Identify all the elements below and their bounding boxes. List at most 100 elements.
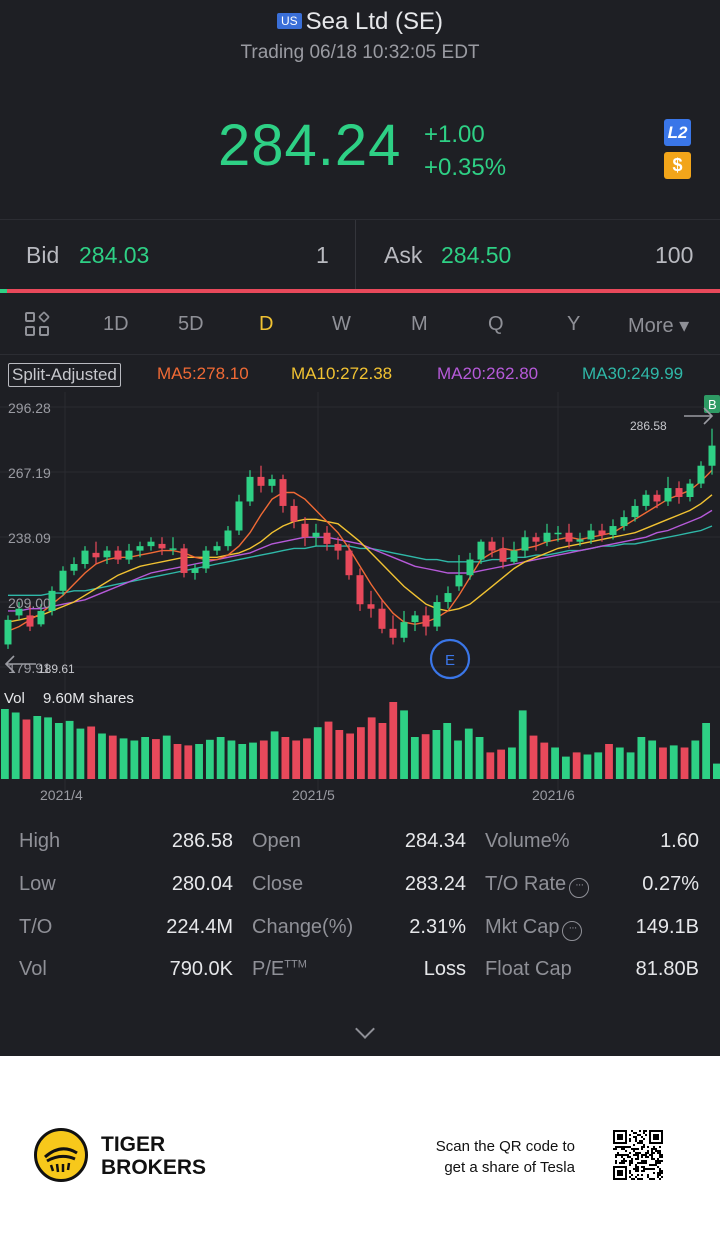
bid-ratio-fill [0, 289, 8, 293]
volume-bar [680, 747, 689, 779]
ma10-value: MA10:272.38 [291, 364, 393, 383]
volume-bar [22, 719, 31, 779]
volume-bar [475, 737, 484, 779]
bid-price: 284.03 [79, 242, 150, 268]
candle-up [213, 546, 221, 551]
volume-bar [249, 742, 257, 779]
volume-bar [572, 752, 581, 779]
volume-bar [421, 734, 430, 779]
quote-header: US Sea Ltd (SE) Trading 06/18 10:32:05 ED… [0, 0, 720, 220]
volume-bar [173, 744, 182, 779]
stat-label: Low [19, 873, 56, 895]
bid-ask-panel[interactable]: Bid 284.03 1 Ask 284.50 100 [0, 219, 720, 290]
stat-value: 280.04 [171, 873, 233, 895]
layout-grid-icon[interactable] [25, 310, 51, 337]
last-price: 284.24 [218, 113, 402, 178]
candle-up [708, 445, 716, 466]
volume-bar [357, 727, 365, 779]
candle-up [686, 483, 694, 497]
candle-up [125, 550, 133, 560]
candle-up [697, 465, 705, 484]
level2-icon[interactable]: L2 [664, 119, 691, 146]
stat-label: Open [252, 830, 301, 852]
volume-bar [464, 728, 473, 779]
stat-value: 2.31% [409, 916, 466, 938]
candle-down [367, 604, 375, 609]
y-tick-label: 296.28 [8, 400, 51, 416]
volume-bar [367, 717, 376, 779]
volume-bar [33, 716, 42, 779]
info-icon[interactable]: ··· [562, 921, 583, 941]
candle-up [4, 619, 12, 645]
scan-text: Scan the QR code to get a share of Tesla [400, 1136, 575, 1178]
candle-up [455, 575, 463, 587]
candle-down [488, 541, 496, 551]
volume-bar [443, 723, 452, 779]
candle-down [653, 494, 661, 502]
stat-value: 224.4M [166, 916, 233, 938]
volume-bar [195, 744, 203, 779]
tab-w[interactable]: W [332, 313, 351, 335]
volume-bar [346, 733, 354, 779]
ma-lines [7, 469, 713, 632]
volume-bar [583, 754, 592, 779]
candle-up [400, 622, 408, 638]
volume-bar [432, 730, 441, 779]
candle-up [59, 570, 67, 591]
stat-label: Close [252, 873, 304, 895]
candle-up [81, 550, 89, 565]
candle-down [158, 543, 166, 549]
candlestick-chart[interactable]: 296.28267.19238.09209.00179.91286.58189.… [0, 392, 720, 812]
candle-down [565, 532, 573, 542]
candle-up [147, 541, 155, 547]
stat-value: 149.1B [635, 916, 699, 938]
tab-y[interactable]: Y [567, 313, 581, 335]
volume-bar [594, 752, 603, 779]
info-icon[interactable]: ··· [569, 878, 590, 898]
period-tabs: 1D 5D D W M Q Y More ▾ [0, 293, 720, 355]
stat-label: Volume% [485, 830, 570, 852]
volume-bar [691, 740, 700, 779]
trading-status: Trading 06/18 10:32:05 EDT [240, 42, 480, 63]
stat-label: P/ETTM [252, 958, 307, 980]
volume-bar [529, 735, 538, 779]
volume-bar [561, 756, 570, 779]
candle-up [587, 530, 595, 540]
volume-bar [227, 740, 236, 779]
stat-label: Float Cap [485, 958, 572, 980]
split-adjusted-toggle[interactable]: Split-Adjusted [8, 363, 121, 387]
volume-bar [713, 763, 720, 779]
candle-up [664, 488, 672, 502]
candle-down [114, 550, 122, 560]
candle-up [235, 501, 243, 531]
bid-box[interactable]: Bid 284.03 1 [0, 220, 356, 290]
volume-bar [130, 740, 139, 779]
ma30-value: MA30:249.99 [582, 364, 684, 383]
tab-1d[interactable]: 1D [103, 313, 129, 335]
volume-bar [216, 737, 225, 779]
volume-bar [141, 737, 150, 779]
candle-up [268, 479, 276, 486]
candle-up [576, 539, 584, 542]
more-dropdown[interactable]: More ▾ [628, 315, 690, 337]
qr-code-icon[interactable] [613, 1130, 663, 1180]
stat-value: 81.80B [635, 958, 699, 980]
brand-name: TIGER BROKERS [101, 1133, 206, 1179]
candle-down [323, 532, 331, 544]
ask-box[interactable]: Ask 284.50 100 [357, 220, 720, 290]
tab-m[interactable]: M [411, 313, 428, 335]
candle-up [15, 608, 23, 616]
volume-bar [605, 744, 613, 779]
candle-up [202, 550, 210, 569]
stat-label: Mkt Cap ··· [485, 916, 583, 941]
ask-price: 284.50 [441, 242, 512, 268]
stat-label: T/O Rate ··· [485, 873, 590, 898]
tab-q[interactable]: Q [488, 313, 504, 335]
tiger-logo-icon [34, 1128, 88, 1182]
tab-5d[interactable]: 5D [178, 313, 204, 335]
candle-down [532, 537, 540, 542]
dollar-icon[interactable]: $ [664, 152, 691, 179]
candle-down [675, 488, 683, 497]
tab-d[interactable]: D [259, 313, 274, 335]
stat-value: 0.27% [642, 873, 699, 895]
